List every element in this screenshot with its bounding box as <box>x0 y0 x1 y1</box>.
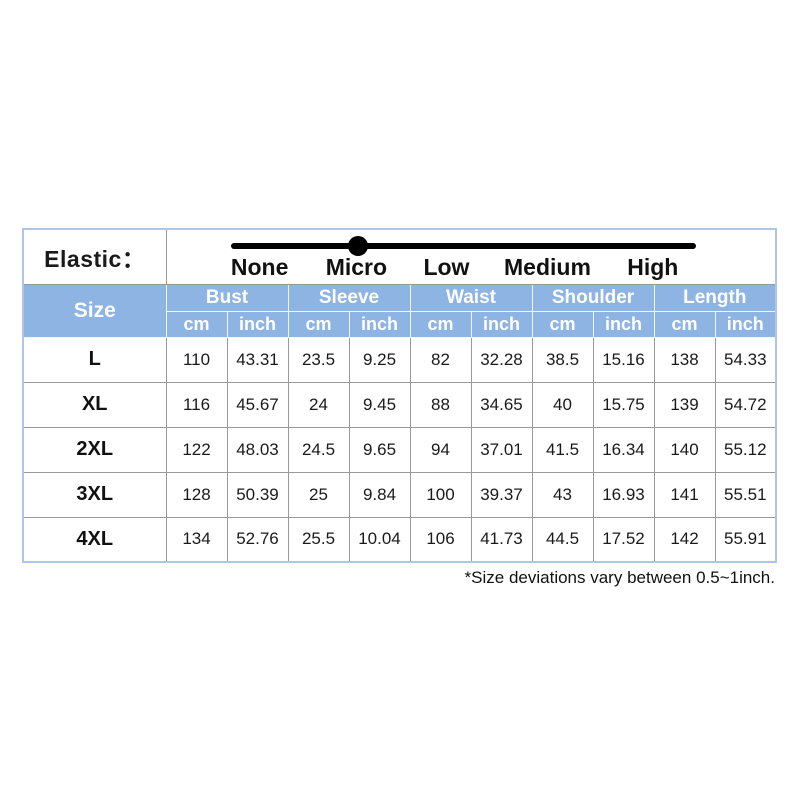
table-row: L 110 43.31 23.5 9.25 82 32.28 38.5 15.1… <box>22 336 777 383</box>
value-cell: 9.25 <box>348 336 411 383</box>
unit-header-cm: cm <box>653 310 716 338</box>
unit-header-inch: inch <box>592 310 655 338</box>
value-cell: 40 <box>531 381 594 428</box>
value-cell: 15.75 <box>592 381 655 428</box>
value-cell: 82 <box>409 336 472 383</box>
elastic-level-micro: Micro <box>325 254 388 280</box>
value-cell: 110 <box>165 336 228 383</box>
column-header-sleeve: Sleeve <box>287 283 411 312</box>
value-cell: 55.91 <box>714 516 777 563</box>
table-row: 3XL 128 50.39 25 9.84 100 39.37 43 16.93… <box>22 471 777 518</box>
value-cell: 24.5 <box>287 426 350 473</box>
elastic-level-medium: Medium <box>504 254 591 280</box>
value-cell: 128 <box>165 471 228 518</box>
table-row: XL 116 45.67 24 9.45 88 34.65 40 15.75 1… <box>22 381 777 428</box>
unit-header-inch: inch <box>348 310 411 338</box>
elastic-scale-cell: None Micro Low Medium High <box>165 228 777 285</box>
column-header-length: Length <box>653 283 777 312</box>
value-cell: 134 <box>165 516 228 563</box>
value-cell: 43 <box>531 471 594 518</box>
table-row: 2XL 122 48.03 24.5 9.65 94 37.01 41.5 16… <box>22 426 777 473</box>
value-cell: 37.01 <box>470 426 533 473</box>
size-cell: 2XL <box>22 426 167 473</box>
value-cell: 52.76 <box>226 516 289 563</box>
value-cell: 9.84 <box>348 471 411 518</box>
unit-header-cm: cm <box>409 310 472 338</box>
value-cell: 141 <box>653 471 716 518</box>
size-chart-table: Elastic： None Micro Low Medium High Size… <box>22 228 778 563</box>
size-cell: 3XL <box>22 471 167 518</box>
unit-header-row: cm inch cm inch cm inch cm inch cm inch <box>23 310 777 338</box>
value-cell: 44.5 <box>531 516 594 563</box>
value-cell: 15.16 <box>592 336 655 383</box>
column-header-shoulder: Shoulder <box>531 283 655 312</box>
value-cell: 23.5 <box>287 336 350 383</box>
unit-header-cm: cm <box>165 310 228 338</box>
value-cell: 100 <box>409 471 472 518</box>
value-cell: 45.67 <box>226 381 289 428</box>
value-cell: 140 <box>653 426 716 473</box>
value-cell: 88 <box>409 381 472 428</box>
unit-header-inch: inch <box>714 310 777 338</box>
value-cell: 54.72 <box>714 381 777 428</box>
size-cell: 4XL <box>22 516 167 563</box>
value-cell: 43.31 <box>226 336 289 383</box>
value-cell: 55.51 <box>714 471 777 518</box>
unit-header-cm: cm <box>531 310 594 338</box>
column-header-waist: Waist <box>409 283 533 312</box>
value-cell: 38.5 <box>531 336 594 383</box>
value-cell: 25.5 <box>287 516 350 563</box>
value-cell: 9.65 <box>348 426 411 473</box>
table-row: 4XL 134 52.76 25.5 10.04 106 41.73 44.5 … <box>22 516 777 563</box>
unit-header-inch: inch <box>470 310 533 338</box>
value-cell: 41.73 <box>470 516 533 563</box>
value-cell: 94 <box>409 426 472 473</box>
slider-dot-indicator <box>348 236 369 256</box>
value-cell: 25 <box>287 471 350 518</box>
size-cell: L <box>22 336 167 383</box>
value-cell: 9.45 <box>348 381 411 428</box>
unit-header-cm: cm <box>287 310 350 338</box>
column-header-size: Size <box>22 283 167 338</box>
elastic-label: Elastic： <box>22 228 167 285</box>
elastic-level-none: None <box>230 254 289 280</box>
value-cell: 138 <box>653 336 716 383</box>
elastic-row: Elastic： None Micro Low Medium High <box>22 228 777 285</box>
value-cell: 17.52 <box>592 516 655 563</box>
value-cell: 41.5 <box>531 426 594 473</box>
group-header-row: Size Bust Sleeve Waist Shoulder Length <box>22 283 777 338</box>
elastic-slider: None Micro Low Medium High <box>167 230 775 283</box>
slider-track-line <box>231 243 696 249</box>
value-cell: 139 <box>653 381 716 428</box>
value-cell: 10.04 <box>348 516 411 563</box>
size-cell: XL <box>22 381 167 428</box>
value-cell: 16.93 <box>592 471 655 518</box>
value-cell: 122 <box>165 426 228 473</box>
value-cell: 116 <box>165 381 228 428</box>
elastic-level-high: High <box>627 254 679 280</box>
value-cell: 55.12 <box>714 426 777 473</box>
value-cell: 34.65 <box>470 381 533 428</box>
value-cell: 142 <box>653 516 716 563</box>
value-cell: 106 <box>409 516 472 563</box>
value-cell: 54.33 <box>714 336 777 383</box>
unit-header-inch: inch <box>226 310 289 338</box>
value-cell: 16.34 <box>592 426 655 473</box>
value-cell: 48.03 <box>226 426 289 473</box>
value-cell: 50.39 <box>226 471 289 518</box>
value-cell: 32.28 <box>470 336 533 383</box>
elastic-level-low: Low <box>423 254 470 280</box>
value-cell: 39.37 <box>470 471 533 518</box>
size-deviation-note: *Size deviations vary between 0.5~1inch. <box>464 568 775 587</box>
column-header-bust: Bust <box>165 283 289 312</box>
value-cell: 24 <box>287 381 350 428</box>
